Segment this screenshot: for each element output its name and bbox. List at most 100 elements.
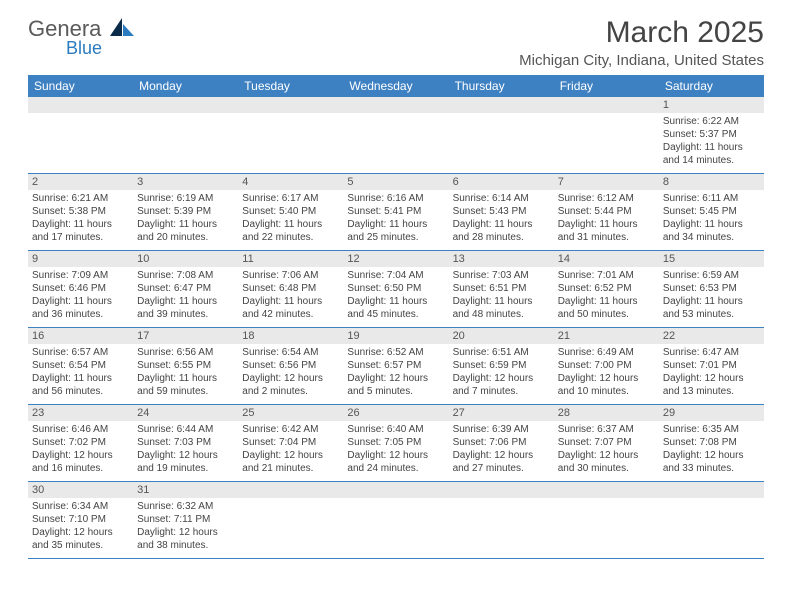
day-data: Sunrise: 7:09 AMSunset: 6:46 PMDaylight:…: [32, 269, 129, 321]
week-row: 1Sunrise: 6:22 AMSunset: 5:37 PMDaylight…: [28, 97, 764, 174]
day-cell: [554, 97, 659, 173]
dow-cell: Sunday: [28, 75, 133, 97]
week-row: 23Sunrise: 6:46 AMSunset: 7:02 PMDayligh…: [28, 405, 764, 482]
day-cell: 8Sunrise: 6:11 AMSunset: 5:45 PMDaylight…: [659, 174, 764, 250]
sail-icon: [110, 18, 136, 38]
dow-cell: Monday: [133, 75, 238, 97]
day-number: 9: [28, 251, 133, 267]
day-data: Sunrise: 6:49 AMSunset: 7:00 PMDaylight:…: [558, 346, 655, 398]
day-data: Sunrise: 6:52 AMSunset: 6:57 PMDaylight:…: [347, 346, 444, 398]
logo-text-blue: Blue: [66, 38, 139, 59]
day-number: 5: [343, 174, 448, 190]
day-number: 4: [238, 174, 343, 190]
day-number: 3: [133, 174, 238, 190]
day-number: 20: [449, 328, 554, 344]
day-data: Sunrise: 6:56 AMSunset: 6:55 PMDaylight:…: [137, 346, 234, 398]
day-number: 6: [449, 174, 554, 190]
day-number: 29: [659, 405, 764, 421]
day-number: 17: [133, 328, 238, 344]
day-number: [554, 97, 659, 113]
day-data: Sunrise: 6:47 AMSunset: 7:01 PMDaylight:…: [663, 346, 760, 398]
day-number: 15: [659, 251, 764, 267]
day-data: Sunrise: 6:42 AMSunset: 7:04 PMDaylight:…: [242, 423, 339, 475]
day-number: [343, 97, 448, 113]
day-cell: 26 Sunrise: 6:40 AMSunset: 7:05 PMDayligh…: [343, 405, 448, 481]
day-cell: 7Sunrise: 6:12 AMSunset: 5:44 PMDaylight…: [554, 174, 659, 250]
day-cell: [238, 97, 343, 173]
day-cell: 31Sunrise: 6:32 AMSunset: 7:11 PMDayligh…: [133, 482, 238, 558]
day-data: Sunrise: 6:14 AMSunset: 5:43 PMDaylight:…: [453, 192, 550, 244]
day-number: 25: [238, 405, 343, 421]
month-title: March 2025: [519, 16, 764, 50]
week-row: 30Sunrise: 6:34 AMSunset: 7:10 PMDayligh…: [28, 482, 764, 559]
day-data: Sunrise: 6:12 AMSunset: 5:44 PMDaylight:…: [558, 192, 655, 244]
header: Genera Blue March 2025 Michigan City, In…: [28, 16, 764, 69]
dow-cell: Tuesday: [238, 75, 343, 97]
dow-cell: Wednesday: [343, 75, 448, 97]
day-number: 8: [659, 174, 764, 190]
week-row: 9 Sunrise: 7:09 AMSunset: 6:46 PMDaylight…: [28, 251, 764, 328]
day-number: 27: [449, 405, 554, 421]
day-number: 2: [28, 174, 133, 190]
day-cell: [133, 97, 238, 173]
day-cell: 21Sunrise: 6:49 AMSunset: 7:00 PMDayligh…: [554, 328, 659, 404]
day-cell: 1Sunrise: 6:22 AMSunset: 5:37 PMDaylight…: [659, 97, 764, 173]
day-cell: 17 Sunrise: 6:56 AMSunset: 6:55 PMDayligh…: [133, 328, 238, 404]
day-number: 12: [343, 251, 448, 267]
day-number: [659, 482, 764, 498]
day-number: 16: [28, 328, 133, 344]
day-data: Sunrise: 6:40 AMSunset: 7:05 PMDaylight:…: [347, 423, 444, 475]
location: Michigan City, Indiana, United States: [519, 52, 764, 69]
day-data: Sunrise: 7:08 AMSunset: 6:47 PMDaylight:…: [137, 269, 234, 321]
day-number: [133, 97, 238, 113]
day-data: Sunrise: 6:34 AMSunset: 7:10 PMDaylight:…: [32, 500, 129, 552]
day-cell: 30Sunrise: 6:34 AMSunset: 7:10 PMDayligh…: [28, 482, 133, 558]
logo: Genera Blue: [28, 16, 101, 63]
day-cell: [238, 482, 343, 558]
day-cell: 6 Sunrise: 6:14 AMSunset: 5:43 PMDaylight…: [449, 174, 554, 250]
day-cell: 12 Sunrise: 7:04 AMSunset: 6:50 PMDayligh…: [343, 251, 448, 327]
day-number: [449, 482, 554, 498]
day-cell: 27Sunrise: 6:39 AMSunset: 7:06 PMDayligh…: [449, 405, 554, 481]
day-data: Sunrise: 6:51 AMSunset: 6:59 PMDaylight:…: [453, 346, 550, 398]
day-data: Sunrise: 6:21 AMSunset: 5:38 PMDaylight:…: [32, 192, 129, 244]
dow-cell: Saturday: [659, 75, 764, 97]
day-data: Sunrise: 7:04 AMSunset: 6:50 PMDaylight:…: [347, 269, 444, 321]
day-number: 26: [343, 405, 448, 421]
day-data: Sunrise: 6:22 AMSunset: 5:37 PMDaylight:…: [663, 115, 760, 167]
day-cell: 28 Sunrise: 6:37 AMSunset: 7:07 PMDayligh…: [554, 405, 659, 481]
day-cell: 20 Sunrise: 6:51 AMSunset: 6:59 PMDayligh…: [449, 328, 554, 404]
day-cell: [343, 97, 448, 173]
day-data: Sunrise: 6:37 AMSunset: 7:07 PMDaylight:…: [558, 423, 655, 475]
day-cell: 11Sunrise: 7:06 AMSunset: 6:48 PMDayligh…: [238, 251, 343, 327]
day-cell: [659, 482, 764, 558]
day-cell: 5 Sunrise: 6:16 AMSunset: 5:41 PMDaylight…: [343, 174, 448, 250]
day-data: Sunrise: 7:06 AMSunset: 6:48 PMDaylight:…: [242, 269, 339, 321]
day-cell: 18Sunrise: 6:54 AMSunset: 6:56 PMDayligh…: [238, 328, 343, 404]
day-data: Sunrise: 6:16 AMSunset: 5:41 PMDaylight:…: [347, 192, 444, 244]
day-cell: [343, 482, 448, 558]
day-cell: 19 Sunrise: 6:52 AMSunset: 6:57 PMDayligh…: [343, 328, 448, 404]
day-cell: 23Sunrise: 6:46 AMSunset: 7:02 PMDayligh…: [28, 405, 133, 481]
day-number: 14: [554, 251, 659, 267]
day-number: [554, 482, 659, 498]
day-data: Sunrise: 6:17 AMSunset: 5:40 PMDaylight:…: [242, 192, 339, 244]
day-number: [238, 97, 343, 113]
day-cell: 10Sunrise: 7:08 AMSunset: 6:47 PMDayligh…: [133, 251, 238, 327]
title-block: March 2025 Michigan City, Indiana, Unite…: [519, 16, 764, 69]
day-cell: 16Sunrise: 6:57 AMSunset: 6:54 PMDayligh…: [28, 328, 133, 404]
day-data: Sunrise: 6:19 AMSunset: 5:39 PMDaylight:…: [137, 192, 234, 244]
dow-cell: Friday: [554, 75, 659, 97]
day-data: Sunrise: 7:01 AMSunset: 6:52 PMDaylight:…: [558, 269, 655, 321]
day-number: 19: [343, 328, 448, 344]
day-number: [343, 482, 448, 498]
day-cell: [28, 97, 133, 173]
day-number: 31: [133, 482, 238, 498]
day-number: 28: [554, 405, 659, 421]
day-data: Sunrise: 6:35 AMSunset: 7:08 PMDaylight:…: [663, 423, 760, 475]
day-data: Sunrise: 7:03 AMSunset: 6:51 PMDaylight:…: [453, 269, 550, 321]
dow-row: SundayMondayTuesdayWednesdayThursdayFrid…: [28, 75, 764, 97]
day-number: 18: [238, 328, 343, 344]
day-cell: [554, 482, 659, 558]
day-number: 23: [28, 405, 133, 421]
